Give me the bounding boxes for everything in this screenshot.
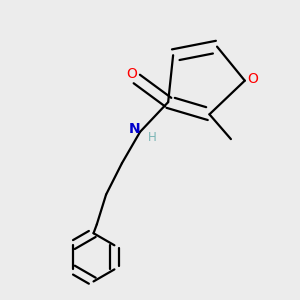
Text: O: O (248, 72, 259, 86)
Text: H: H (148, 131, 157, 144)
Text: O: O (126, 67, 137, 81)
Text: N: N (128, 122, 140, 136)
